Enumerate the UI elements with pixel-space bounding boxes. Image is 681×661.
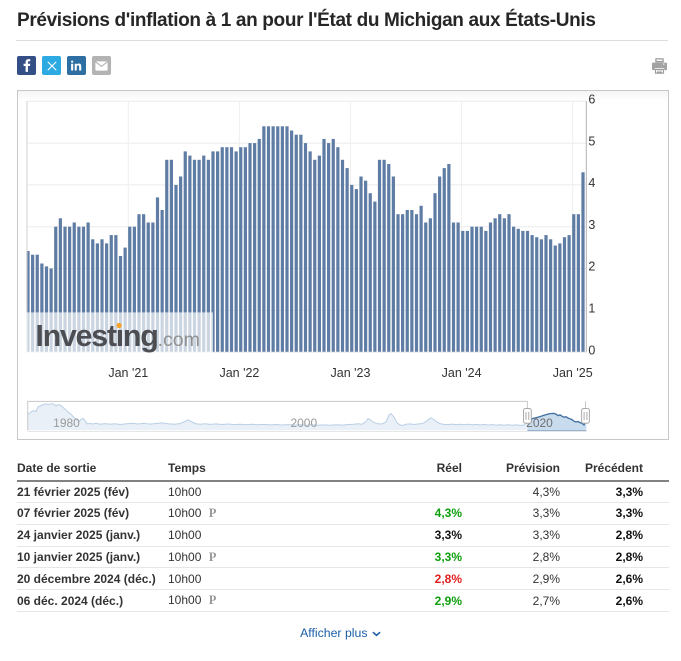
- svg-text:4: 4: [588, 176, 595, 190]
- svg-text:2: 2: [588, 260, 595, 274]
- svg-text:Jan '25: Jan '25: [553, 366, 593, 380]
- svg-text:5: 5: [588, 134, 595, 148]
- svg-text:Jan '24: Jan '24: [442, 366, 482, 380]
- svg-text:1980: 1980: [53, 416, 80, 430]
- svg-text:0: 0: [588, 343, 595, 357]
- svg-text:2020: 2020: [526, 416, 553, 430]
- svg-text:6: 6: [588, 92, 595, 106]
- svg-text:2000: 2000: [290, 416, 317, 430]
- svg-text:3: 3: [588, 218, 595, 232]
- svg-text:1: 1: [588, 302, 595, 316]
- svg-text:Jan '21: Jan '21: [108, 366, 148, 380]
- svg-text:Jan '23: Jan '23: [331, 366, 371, 380]
- svg-text:Jan '22: Jan '22: [219, 366, 259, 380]
- svg-text:.com: .com: [158, 329, 200, 351]
- svg-text:Investıng: Investıng: [35, 319, 157, 353]
